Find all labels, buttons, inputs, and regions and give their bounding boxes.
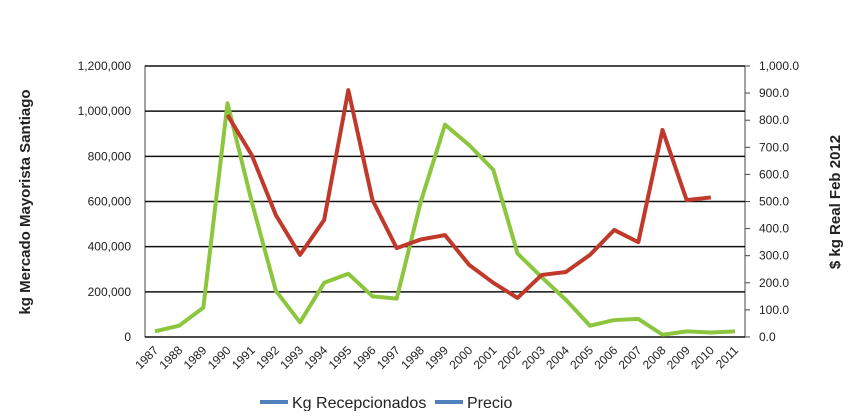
x-tick-label: 2003 bbox=[519, 343, 548, 372]
y-tick-label: 800,000 bbox=[88, 149, 132, 163]
y2-tick-label: 800.0 bbox=[759, 113, 789, 127]
x-tick-label: 2004 bbox=[543, 343, 572, 372]
x-tick-label: 1988 bbox=[157, 343, 186, 372]
x-tick-label: 1987 bbox=[132, 343, 161, 372]
x-tick-label: 2008 bbox=[640, 343, 669, 372]
x-tick-label: 2010 bbox=[688, 343, 717, 372]
x-tick-label: 1993 bbox=[277, 343, 306, 372]
x-tick-label: 1996 bbox=[350, 343, 379, 372]
y2-axis-title: $ kg Real Feb 2012 bbox=[827, 135, 844, 269]
y2-tick-label: 0.0 bbox=[759, 330, 776, 344]
x-tick-label: 1998 bbox=[398, 343, 427, 372]
y-tick-label: 0 bbox=[124, 330, 131, 344]
y-axis-title: kg Mercado Mayorista Santiago bbox=[17, 89, 34, 314]
x-tick-label: 2001 bbox=[471, 343, 500, 372]
x-tick-label: 1994 bbox=[302, 343, 331, 372]
series-line bbox=[225, 88, 712, 300]
x-tick-label: 1997 bbox=[374, 343, 403, 372]
x-tick-label: 1989 bbox=[181, 343, 210, 372]
x-tick-label: 1995 bbox=[326, 343, 355, 372]
x-tick-label: 2009 bbox=[664, 343, 693, 372]
legend-label: Precio bbox=[467, 395, 512, 411]
y2-tick-label: 500.0 bbox=[759, 195, 789, 209]
x-tick-label: 2005 bbox=[567, 343, 596, 372]
x-tick-label: 2002 bbox=[495, 343, 524, 372]
y-tick-label: 1,200,000 bbox=[78, 59, 132, 73]
y2-tick-label: 600.0 bbox=[759, 167, 789, 181]
y2-tick-label: 700.0 bbox=[759, 140, 789, 154]
y2-tick-label: 200.0 bbox=[759, 276, 789, 290]
x-tick-label: 1991 bbox=[229, 343, 258, 372]
x-tick-label: 1990 bbox=[205, 343, 234, 372]
y-tick-label: 1,000,000 bbox=[78, 104, 132, 118]
y2-tick-label: 400.0 bbox=[759, 222, 789, 236]
legend-label: Kg Recepcionados bbox=[292, 395, 426, 411]
y2-tick-label: 1,000.0 bbox=[759, 59, 799, 73]
x-tick-label: 2011 bbox=[713, 343, 741, 371]
series-line bbox=[154, 101, 736, 337]
x-tick-label: 2006 bbox=[592, 343, 621, 372]
y-tick-label: 400,000 bbox=[88, 240, 132, 254]
y2-tick-label: 300.0 bbox=[759, 249, 789, 263]
x-tick-label: 1992 bbox=[253, 343, 282, 372]
x-tick-label: 2000 bbox=[447, 343, 476, 372]
y-tick-label: 200,000 bbox=[88, 285, 132, 299]
x-tick-label: 1999 bbox=[422, 343, 451, 372]
y-tick-label: 600,000 bbox=[88, 195, 132, 209]
y2-tick-label: 900.0 bbox=[759, 86, 789, 100]
y2-tick-label: 100.0 bbox=[759, 303, 789, 317]
x-tick-label: 2007 bbox=[616, 343, 645, 372]
